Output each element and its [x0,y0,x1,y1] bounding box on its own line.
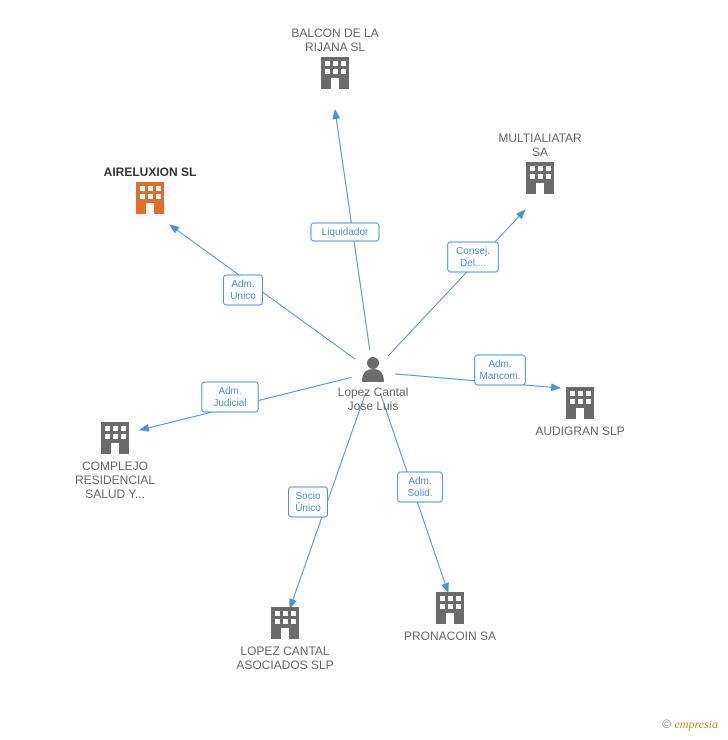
edge-label: Adm.Mancom. [475,355,526,385]
company-label: PRONACOIN SA [404,629,496,643]
relationship-diagram: Adm.Unico Liquidador Consej.Del.... Adm.Man… [0,0,728,740]
company-node [526,162,554,194]
company-node [436,592,464,624]
building-icon [271,607,299,639]
svg-text:Adm.Unico: Adm.Unico [230,279,256,302]
edge-label: Liquidador [311,223,379,241]
company-label: BALCON DE LARIJANA SL [291,26,378,54]
svg-text:SocioÚnico: SocioÚnico [295,491,321,514]
copyright-symbol: © [662,717,671,731]
company-label: AUDIGRAN SLP [535,424,624,438]
center-person-node [362,357,384,382]
svg-text:Adm.Solid.: Adm.Solid. [407,476,432,499]
edge-label: Adm.Judicial [202,382,258,412]
company-node [271,607,299,639]
person-icon [362,357,384,382]
svg-text:Consej.Del....: Consej.Del.... [456,246,490,269]
company-label: COMPLEJORESIDENCIALSALUD Y... [75,459,155,501]
building-icon [436,592,464,624]
edge-line [388,210,525,356]
edge-label: SocioÚnico [289,487,328,517]
company-node [136,182,164,214]
svg-text:Liquidador: Liquidador [322,227,369,238]
brand-name: empresia [674,717,718,731]
edge-label: Consej.Del.... [448,242,499,272]
edge-label: Adm.Solid. [398,472,443,502]
company-node [101,422,129,454]
center-label: Lopez CantalJose Luis [338,385,409,413]
copyright: © empresia [662,717,718,732]
company-label: MULTIALIATARSA [498,131,582,159]
company-node [566,387,594,419]
building-icon [101,422,129,454]
building-icon [136,182,164,214]
building-icon [526,162,554,194]
building-icon [566,387,594,419]
company-label: LOPEZ CANTALASOCIADOS SLP [236,644,333,672]
building-icon [321,57,349,89]
company-label: AIRELUXION SL [104,165,197,179]
company-node [321,57,349,89]
edge-label: Adm.Unico [224,275,263,305]
